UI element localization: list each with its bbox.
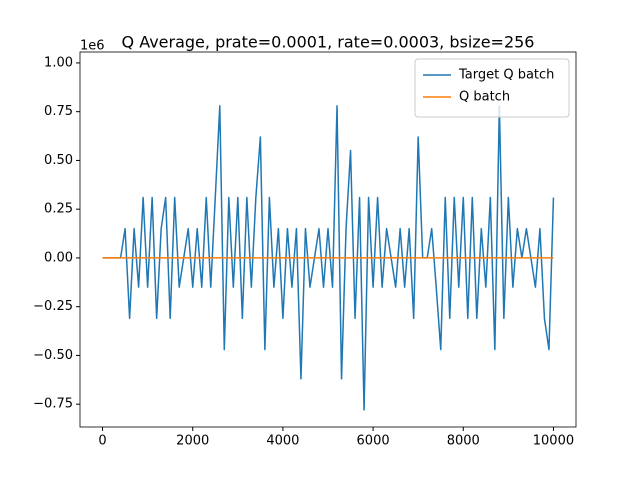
legend-box bbox=[414, 58, 570, 118]
x-tick-label: 6000 bbox=[357, 434, 390, 449]
y-tick-label: 0.50 bbox=[44, 153, 73, 168]
y-tick-label: 1.00 bbox=[44, 55, 73, 70]
chart-title: Q Average, prate=0.0001, rate=0.0003, bs… bbox=[122, 33, 535, 52]
y-tick-label: −0.25 bbox=[33, 299, 73, 314]
legend-label: Target Q batch bbox=[458, 68, 554, 83]
x-tick-label: 10000 bbox=[533, 434, 574, 449]
legend-label: Q batch bbox=[459, 90, 510, 105]
plot-frame bbox=[79, 51, 577, 428]
y-offset-label: 1e6 bbox=[80, 39, 105, 54]
x-tick-label: 4000 bbox=[266, 434, 299, 449]
x-tick-label: 2000 bbox=[176, 434, 209, 449]
y-tick-label: −0.75 bbox=[33, 397, 73, 412]
y-tick-label: −0.50 bbox=[33, 348, 73, 363]
y-tick-label: 0.25 bbox=[44, 202, 73, 217]
x-tick-label: 0 bbox=[98, 434, 106, 449]
y-tick-label: 0.00 bbox=[44, 250, 73, 265]
y-tick-label: 0.75 bbox=[44, 104, 73, 119]
x-tick-label: 8000 bbox=[447, 434, 480, 449]
